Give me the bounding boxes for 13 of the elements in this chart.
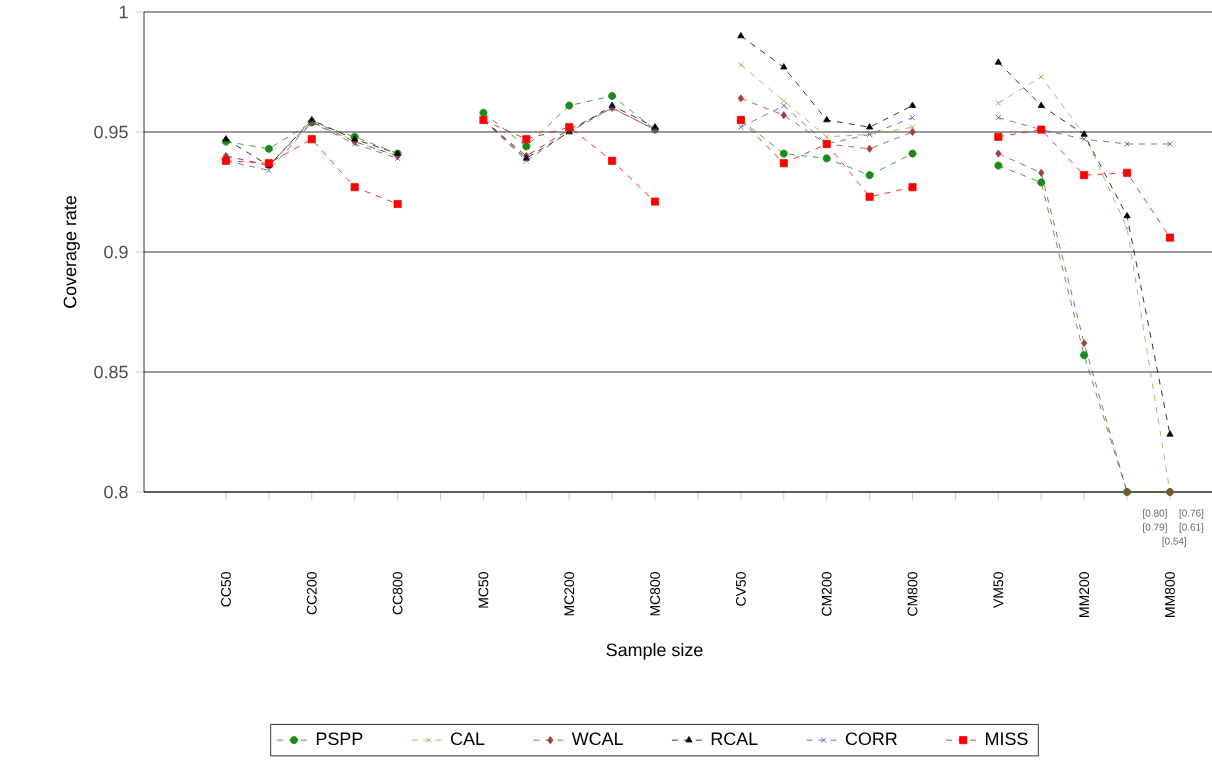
- y-tick-label: 0.9: [104, 245, 128, 259]
- legend-label: PSPP: [316, 732, 363, 746]
- y-axis-title: Coverage rate: [63, 195, 80, 308]
- y-tick-label: 0.85: [94, 365, 128, 379]
- legend-label: WCAL: [571, 732, 623, 746]
- y-tick-label: 0.95: [94, 125, 128, 139]
- legend-label: CORR: [845, 732, 897, 746]
- legend-label: CAL: [450, 732, 485, 746]
- legend-label: MISS: [986, 732, 1028, 746]
- legend-label: RCAL: [711, 732, 758, 746]
- x-axis-title: Sample size: [606, 643, 703, 660]
- y-tick-label: 0.8: [104, 485, 128, 499]
- y-tick-label: 1: [119, 5, 128, 19]
